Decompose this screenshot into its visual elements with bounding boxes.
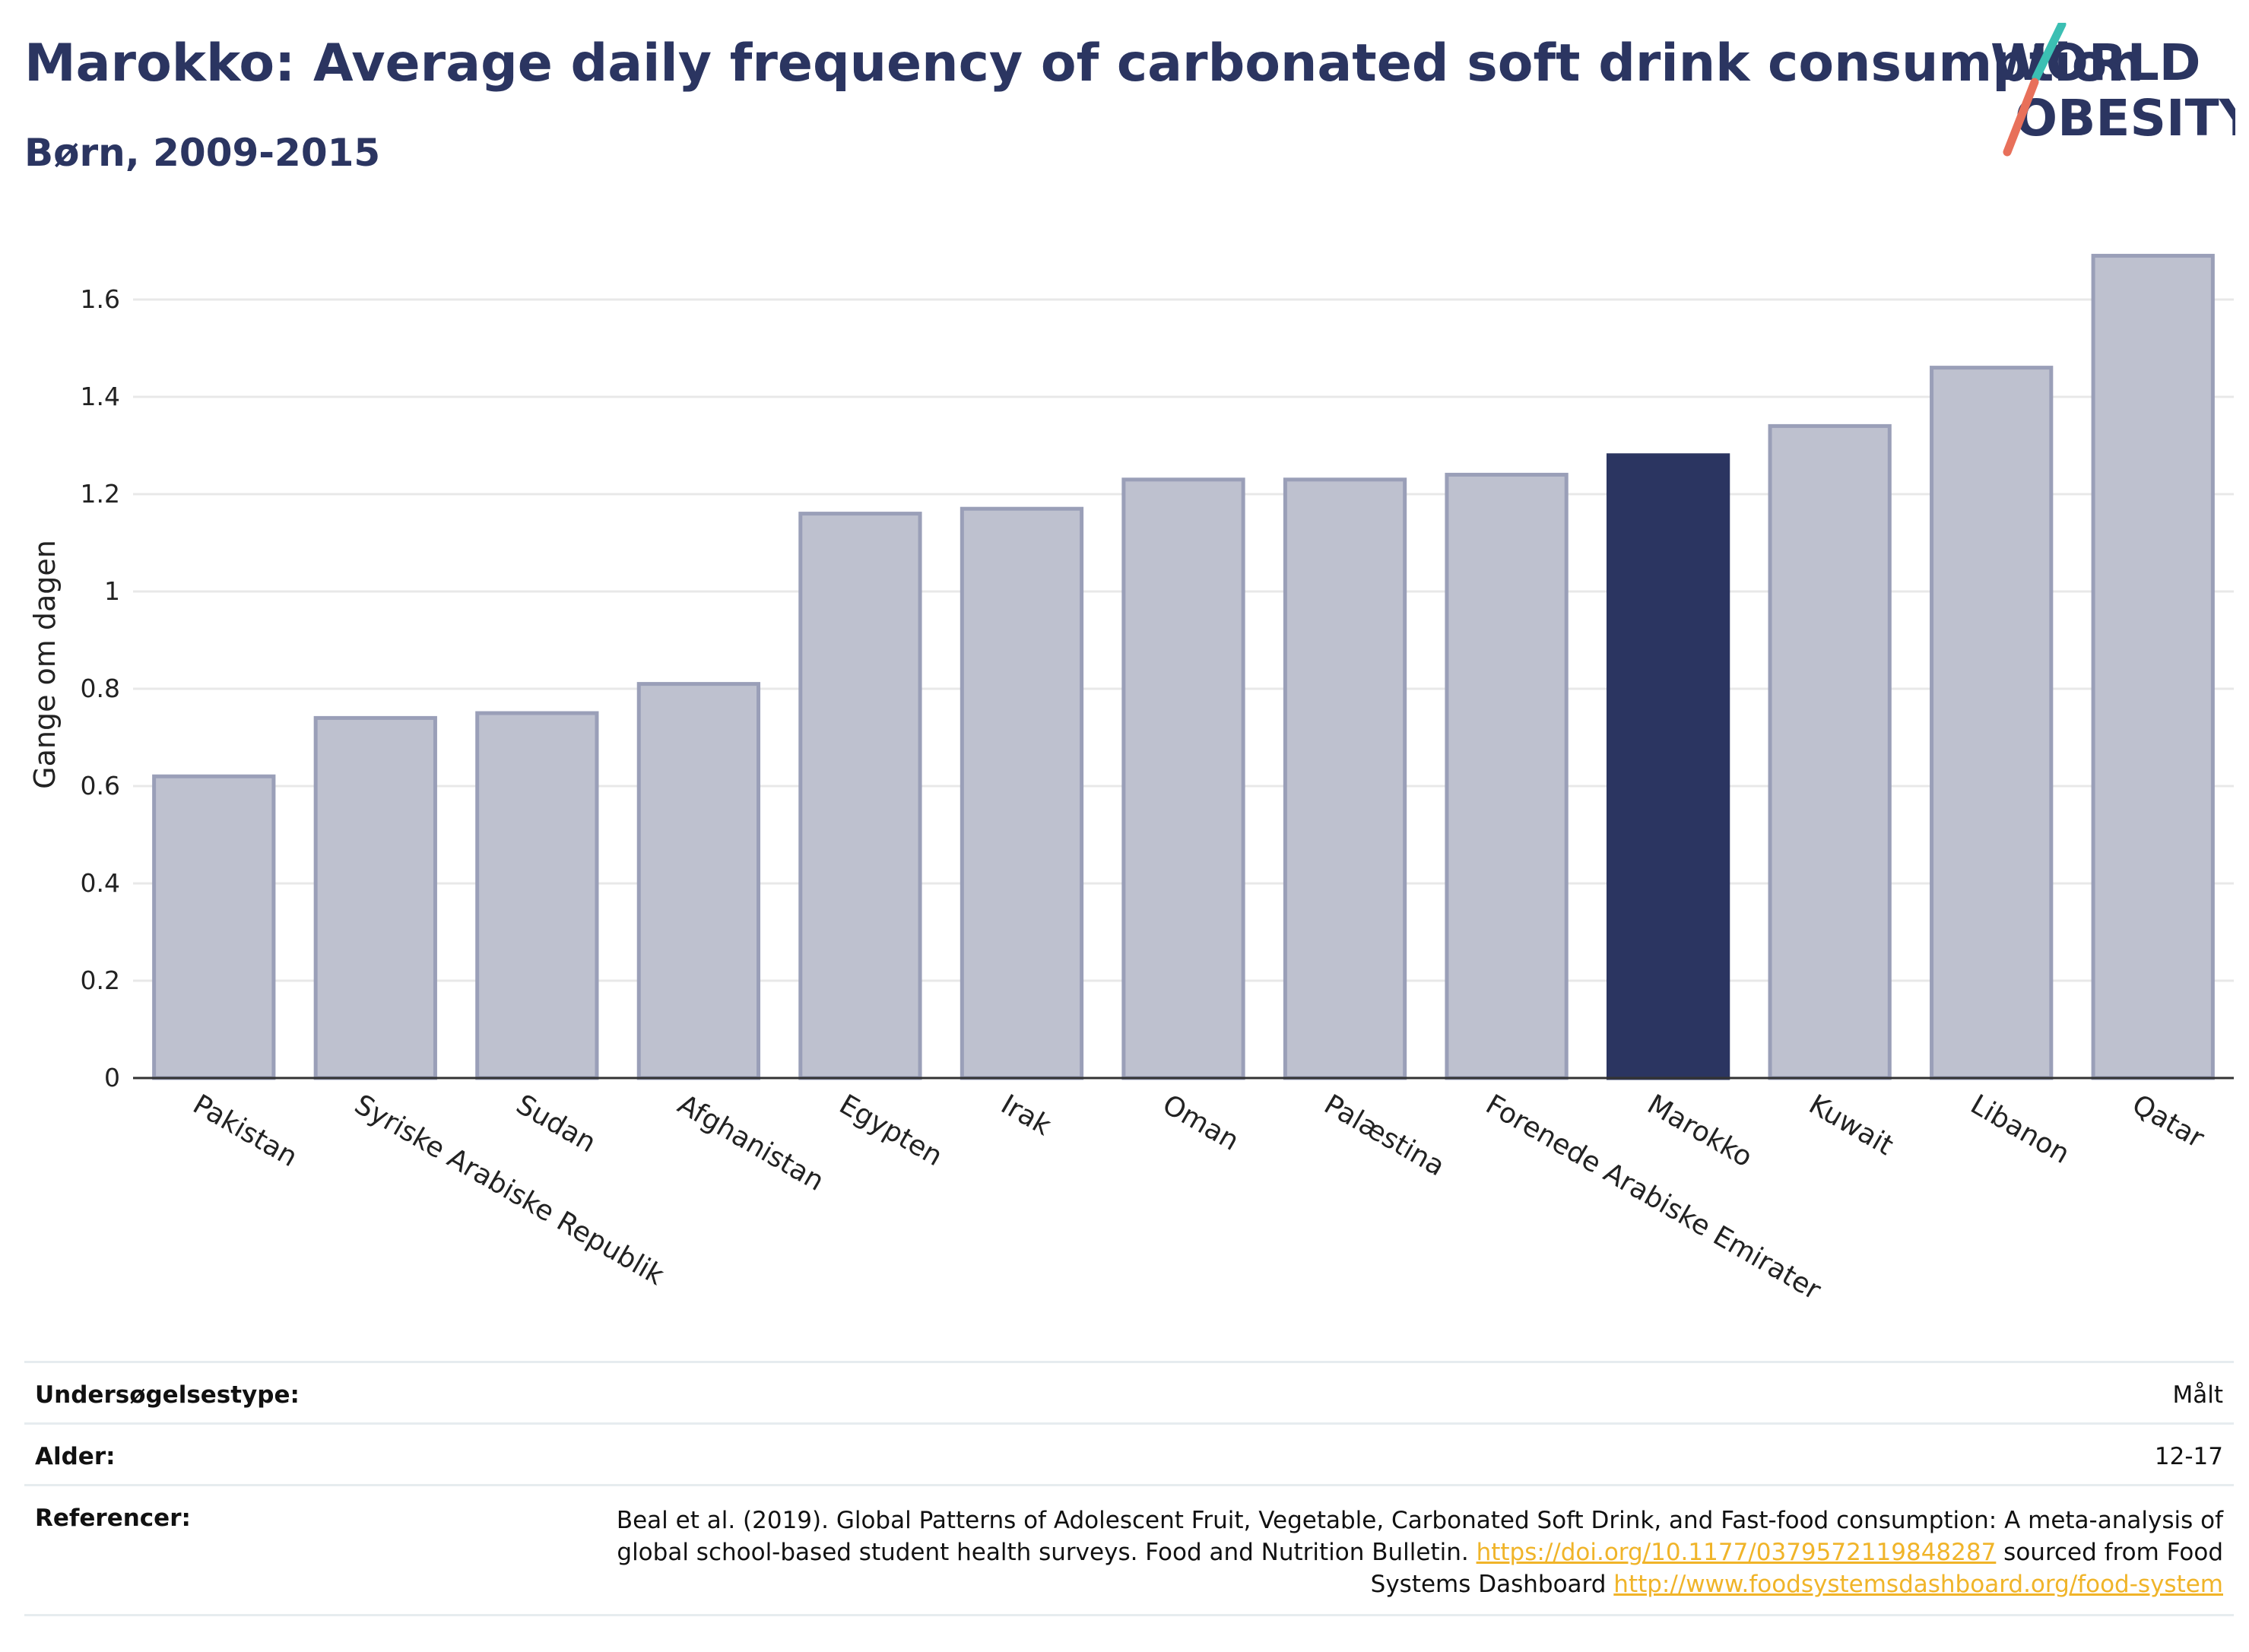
bar-chart: 0 0.2 0.4 0.6 0.8 1 1.2 1.4 1.6 Gange om dagen Pak… (28, 253, 2234, 1306)
y-axis-title: Gange om dagen (28, 540, 62, 789)
metadata-table: Undersøgelsestype: Målt Alder: 12-17 Ref… (24, 1361, 2234, 1616)
age-row: Alder: 12-17 (24, 1422, 2234, 1484)
bar: Egypten: 1.16 (798, 512, 922, 1080)
world-obesity-logo: WORLD OBESITY (1990, 23, 2235, 157)
logo-text-world: WORLD (1990, 33, 2201, 92)
doi-link[interactable]: https://doi.org/10.1177/0379572119848287 (1476, 1539, 1997, 1566)
references-row: Referencer: Beal et al. (2019). Global P… (24, 1484, 2234, 1616)
logo-slash-coral (2003, 78, 2039, 157)
survey-type-row: Undersøgelsestype: Målt (24, 1361, 2234, 1422)
survey-type-value: Målt (2172, 1381, 2223, 1409)
chart-subtitle: Børn, 2009-2015 (24, 131, 381, 175)
y-tick-label: 1 (104, 576, 120, 606)
x-tick-label: Marokko (1642, 1089, 1758, 1173)
bar: Syriske Arabiske Republik: 0.74 (313, 715, 437, 1080)
references-text-part1: Beal et al. (2019). Global Patterns of A… (616, 1507, 2223, 1566)
bar: Palæstina: 1.23 (1283, 477, 1407, 1080)
bar: Oman: 1.23 (1121, 477, 1245, 1080)
bar: Forenede Arabiske Emirater: 1.24 (1445, 472, 1569, 1080)
bar: Qatar: 1.69 (2091, 253, 2215, 1080)
x-tick-label: Pakistan (188, 1089, 303, 1173)
y-tick-label: 0.8 (81, 674, 120, 703)
x-tick-label: Sudan (511, 1089, 601, 1159)
x-tick-label: Afghanistan (672, 1089, 829, 1197)
age-label: Alder: (35, 1443, 116, 1470)
x-tick-label: Libanon (1965, 1089, 2075, 1170)
bar: Marokko: 1.28 (1606, 453, 1730, 1080)
bar: Libanon: 1.46 (1930, 366, 2054, 1080)
references-text: Beal et al. (2019). Global Patterns of A… (550, 1505, 2223, 1600)
x-tick-label: Syriske Arabiske Republik (349, 1089, 669, 1292)
y-tick-label: 0 (104, 1063, 120, 1092)
references-label: Referencer: (35, 1505, 191, 1532)
x-tick-label: Palæstina (1319, 1089, 1450, 1182)
logo-slash-teal (2032, 23, 2067, 82)
y-tick-label: 0.4 (81, 868, 120, 898)
y-tick-label: 1.4 (81, 382, 120, 411)
chart-title: Marokko: Average daily frequency of carb… (24, 33, 2144, 94)
food-systems-dashboard-link[interactable]: http://www.foodsystemsdashboard.org/food… (1613, 1571, 2223, 1598)
logo-text-obesity: OBESITY (2015, 89, 2235, 147)
bar: Kuwait: 1.34 (1768, 423, 1892, 1080)
references-text-part2: sourced from Food Systems Dashboard (1370, 1539, 2223, 1598)
x-tick-label: Irak (995, 1089, 1056, 1142)
y-tick-label: 0.6 (81, 771, 120, 801)
x-tick-label: Egypten (834, 1089, 947, 1172)
x-tick-label: Kuwait (1803, 1089, 1898, 1162)
bar: Pakistan: 0.62 (152, 774, 276, 1080)
x-tick-label: Oman (1157, 1089, 1244, 1157)
age-value: 12-17 (2154, 1443, 2223, 1470)
survey-type-label: Undersøgelsestype: (35, 1381, 300, 1409)
bar: Afghanistan: 0.81 (636, 682, 761, 1080)
bar: Sudan: 0.75 (475, 711, 599, 1080)
bar: Irak: 1.17 (960, 506, 1084, 1080)
y-tick-label: 1.2 (81, 479, 120, 509)
y-tick-label: 1.6 (81, 284, 120, 314)
y-tick-label: 0.2 (81, 966, 120, 995)
x-tick-label: Qatar (2127, 1089, 2209, 1154)
